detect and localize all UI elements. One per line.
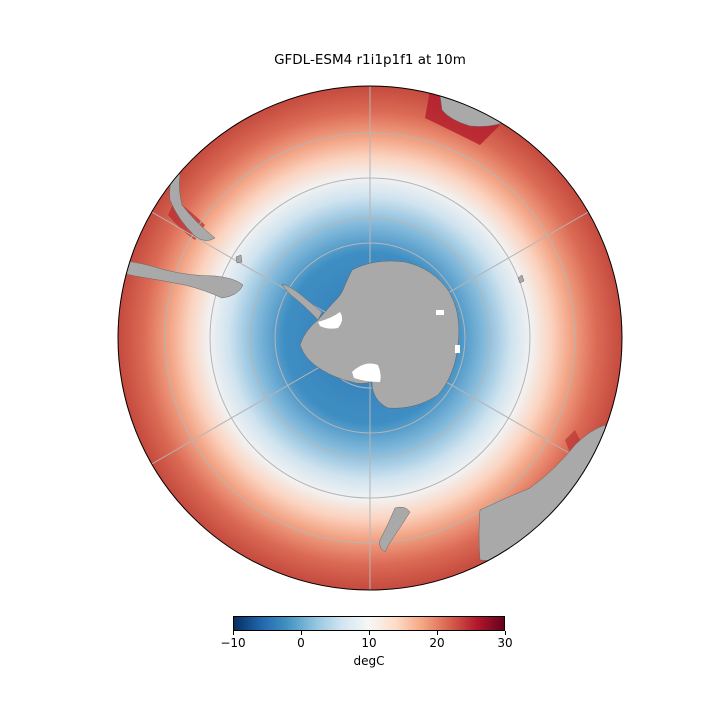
colorbar-tick-label: 30	[497, 636, 513, 650]
colorbar-tick-label: 20	[429, 636, 445, 650]
new-zealand	[379, 506, 411, 553]
colorbar-tick-label: 10	[361, 636, 377, 650]
antarctic-peninsula	[281, 283, 323, 321]
colorbar: −10 0 10 20 30	[220, 616, 513, 650]
colorbar-tick	[368, 631, 370, 635]
ice-shelves	[318, 310, 460, 382]
kerguelen	[517, 274, 525, 284]
colorbar-tick-label: 0	[297, 636, 305, 650]
colorbar-tick	[436, 631, 438, 635]
colorbar-tick	[232, 631, 234, 635]
colorbar-tick-label: −10	[220, 636, 246, 650]
colorbar-tick	[504, 631, 506, 635]
chart-title: GFDL-ESM4 r1i1p1f1 at 10m	[274, 52, 466, 68]
colorbar-gradient	[233, 616, 505, 631]
south-america	[118, 259, 244, 299]
colorbar-label: degC	[353, 654, 385, 668]
map-frame	[117, 85, 623, 591]
colorbar-tick	[300, 631, 302, 635]
falklands	[235, 254, 243, 264]
land-masses	[118, 94, 610, 561]
